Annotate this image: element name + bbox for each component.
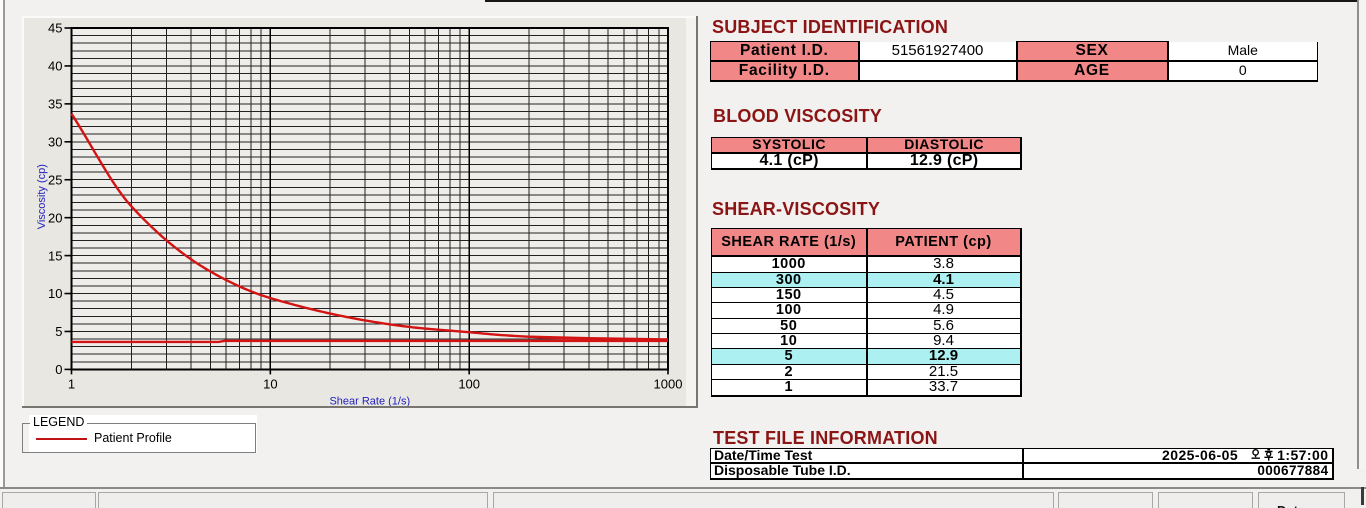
svg-text:45: 45 <box>48 21 62 36</box>
svg-text:1000: 1000 <box>654 376 683 391</box>
svg-text:35: 35 <box>48 97 62 112</box>
svg-text:1: 1 <box>68 376 75 391</box>
svg-text:5: 5 <box>55 324 62 339</box>
svg-text:25: 25 <box>48 172 62 187</box>
svg-text:10: 10 <box>263 376 277 391</box>
svg-text:0: 0 <box>55 362 62 377</box>
svg-text:15: 15 <box>48 248 62 263</box>
svg-text:30: 30 <box>48 135 62 150</box>
svg-text:40: 40 <box>48 59 62 74</box>
svg-text:100: 100 <box>458 376 480 391</box>
svg-text:10: 10 <box>48 286 62 301</box>
svg-text:20: 20 <box>48 210 62 225</box>
svg-text:Shear Rate (1/s): Shear Rate (1/s) <box>329 395 410 407</box>
svg-text:Viscosity (cp): Viscosity (cp) <box>36 164 48 229</box>
